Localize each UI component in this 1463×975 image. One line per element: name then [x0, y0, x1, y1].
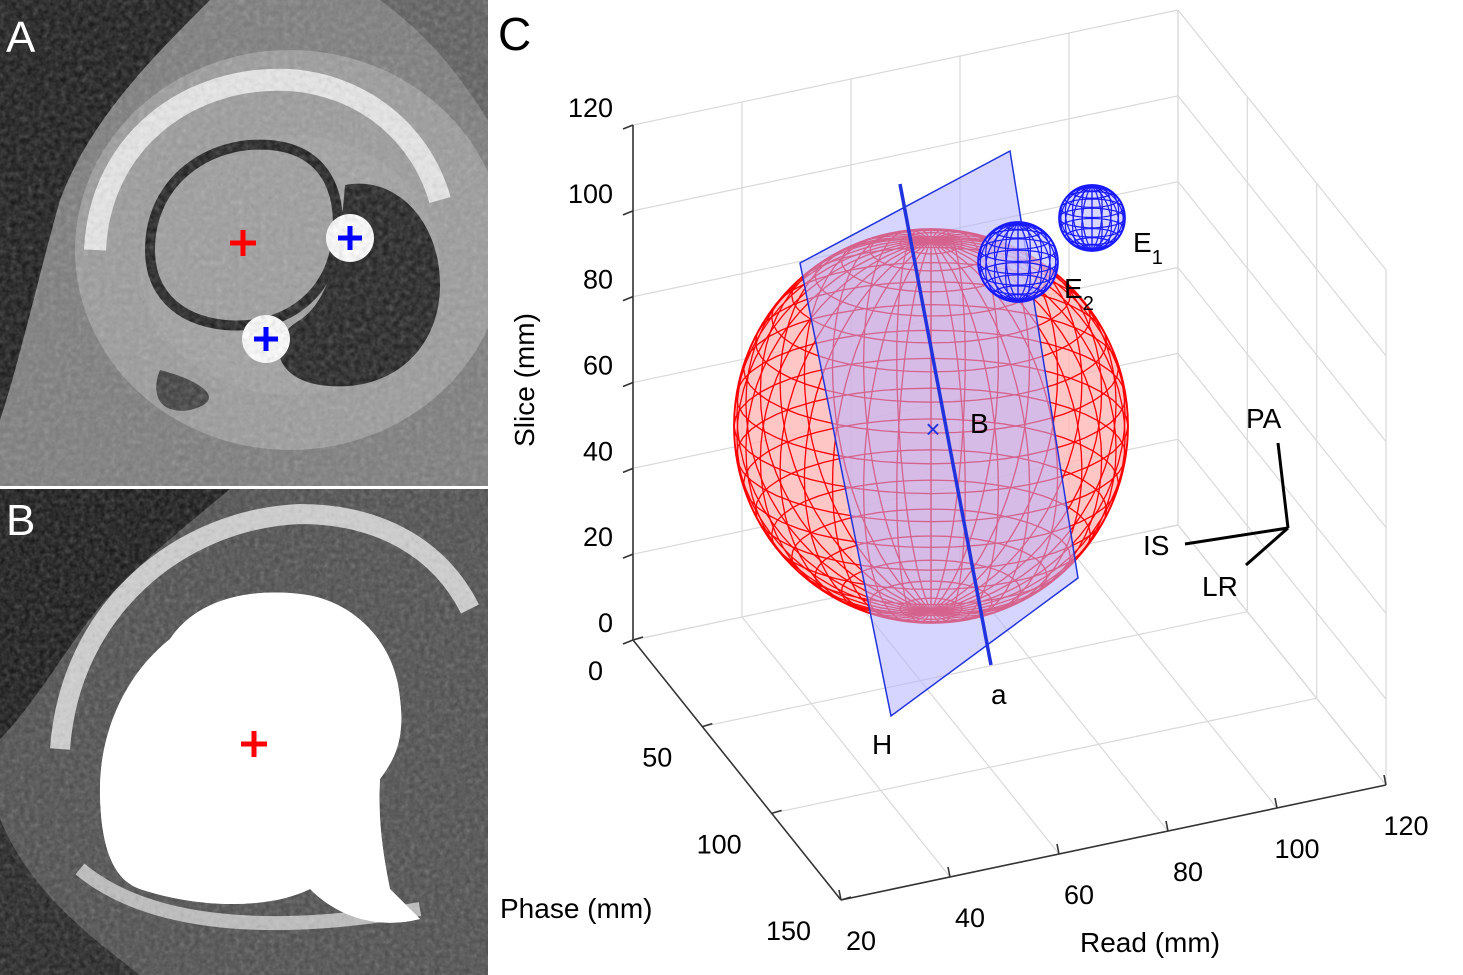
- slice-tick-label: 100: [568, 179, 613, 209]
- grid-line: [1177, 9, 1387, 271]
- slice-tick-label: 60: [583, 351, 613, 381]
- sphere-e2-meridian: [1017, 223, 1043, 303]
- grid-line: [1177, 181, 1387, 443]
- annotation-b: B: [970, 408, 989, 439]
- axes: [622, 124, 1387, 901]
- mri-image-a: [0, 0, 488, 486]
- phase-tick: [632, 636, 644, 641]
- slice-tick: [622, 553, 634, 559]
- sphere-e1-meridian: [1081, 184, 1093, 250]
- slice-tick: [622, 467, 634, 474]
- slice-axis-label: Slice (mm): [509, 313, 540, 447]
- blue-cross-marker-lower: [254, 327, 278, 351]
- grid-line: [1177, 267, 1387, 528]
- sphere-e1-meridian: [1091, 185, 1125, 251]
- grid-line: [741, 616, 951, 878]
- phase-tick-label: 0: [588, 656, 603, 686]
- center-marker-x: ×: [925, 414, 940, 444]
- phase-tick: [840, 896, 852, 901]
- axis-a-line: [898, 183, 993, 666]
- read-axis-label: Read (mm): [1080, 927, 1220, 958]
- sphere-e2-meridian: [984, 222, 1019, 301]
- read-tick: [838, 889, 842, 901]
- sphere-e2-meridian: [1004, 221, 1019, 301]
- sphere-e2-wireframe: [977, 221, 1059, 303]
- tick-labels: 0 20 40 60 80 100 120 0 50 100 150 20 40 60 80 100 120: [568, 93, 1429, 956]
- sphere-e1-meridian: [1064, 185, 1093, 251]
- grid-line: [1177, 95, 1387, 357]
- grid-line: [702, 611, 1248, 728]
- read-tick-label: 120: [1383, 811, 1428, 841]
- phase-axis-line: [632, 639, 842, 901]
- phase-tick-label: 150: [766, 916, 811, 946]
- read-tick-label: 20: [846, 926, 876, 956]
- read-tick: [1274, 797, 1278, 809]
- slice-tick: [622, 639, 634, 645]
- grid-line: [1177, 438, 1387, 700]
- slice-tick: [622, 210, 634, 216]
- sphere-e1-wireframe: [1058, 184, 1126, 252]
- phase-tick: [702, 722, 713, 728]
- sphere-e1-meridian: [1058, 185, 1093, 251]
- read-tick-label: 80: [1173, 857, 1203, 887]
- annotation-h: H: [872, 729, 892, 760]
- sphere-e1-meridian: [1091, 185, 1126, 251]
- slice-tick: [622, 124, 634, 130]
- mri-image-b: [0, 489, 488, 975]
- annotation-e2: E2: [1064, 273, 1094, 315]
- slice-tick: [622, 381, 634, 388]
- annotation-e1: E1: [1133, 227, 1163, 269]
- red-cross-marker-b: [241, 731, 267, 757]
- sphere-e1-meridian: [1091, 185, 1113, 252]
- orientation-is-label: IS: [1143, 530, 1169, 561]
- sphere-e1-meridian: [1091, 186, 1103, 252]
- red-cross-marker: [230, 230, 256, 256]
- annotation-a: a: [991, 679, 1007, 710]
- sphere-e2-meridian: [1017, 223, 1032, 303]
- phase-tick: [771, 809, 782, 815]
- blue-cross-marker-upper: [338, 226, 362, 250]
- read-tick: [947, 866, 951, 878]
- phase-tick-label: 50: [642, 743, 672, 773]
- sphere-e1-meridian: [1071, 184, 1093, 251]
- slice-tick-label: 120: [568, 93, 613, 123]
- panel-b-mri-image: [0, 489, 488, 975]
- read-tick: [1383, 774, 1387, 786]
- read-tick: [1165, 820, 1169, 832]
- sphere-e2-meridian: [1017, 223, 1052, 302]
- plot-3d: 0 20 40 60 80 100 120 0 50 100 150 20 40 60 80 100 120 S…: [500, 9, 1429, 958]
- panel-label-b: B: [6, 496, 36, 545]
- sphere-e2-meridian: [1017, 222, 1057, 301]
- slice-tick: [622, 295, 634, 302]
- orientation-pa-label: PA: [1246, 403, 1282, 434]
- grid-line: [1177, 524, 1387, 786]
- sphere-e2-meridian: [1017, 223, 1059, 301]
- read-tick-label: 40: [955, 903, 985, 933]
- read-tick-label: 100: [1274, 834, 1319, 864]
- grid-line: [771, 697, 1317, 814]
- sphere-e1-meridian: [1091, 185, 1120, 251]
- grid-line: [1068, 547, 1278, 809]
- phase-tick-label: 100: [697, 829, 742, 859]
- read-tick-label: 60: [1064, 880, 1094, 910]
- slice-tick-label: 40: [583, 436, 613, 466]
- slice-tick-label: 20: [583, 522, 613, 552]
- panel-label-c: C: [498, 8, 532, 60]
- orientation-indicator: [1184, 442, 1290, 567]
- grid-line: [632, 95, 1179, 212]
- read-tick: [1056, 843, 1060, 855]
- panel-a-mri-image: [0, 0, 488, 486]
- sphere-e2-meridian: [993, 221, 1019, 301]
- phase-axis-label: Phase (mm): [500, 893, 652, 924]
- panel-label-a: A: [6, 13, 36, 62]
- orientation-lr-label: LR: [1202, 571, 1238, 602]
- grid-line: [632, 9, 1179, 126]
- read-axis-line: [840, 784, 1387, 901]
- slice-tick-label: 0: [598, 608, 613, 638]
- slice-tick-label: 80: [583, 265, 613, 295]
- sphere-e2-meridian: [977, 223, 1019, 301]
